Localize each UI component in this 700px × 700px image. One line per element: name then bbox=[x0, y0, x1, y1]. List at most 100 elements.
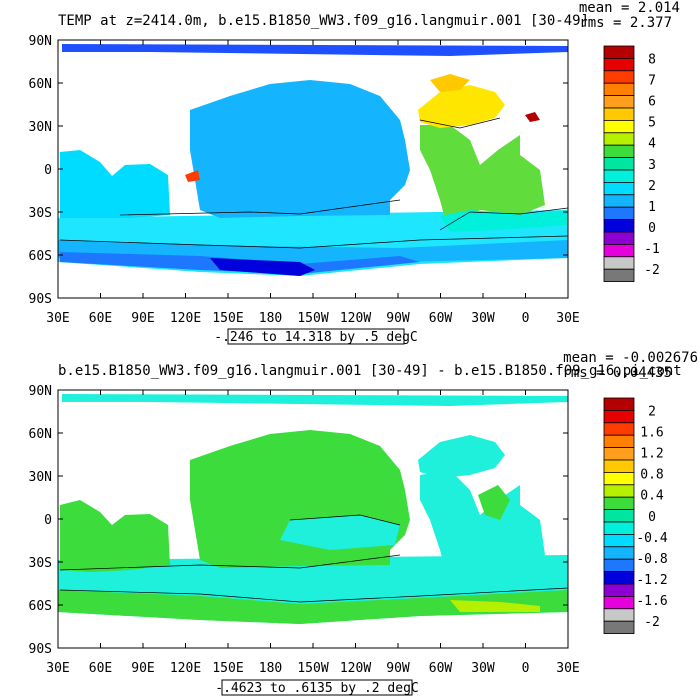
lat-tick-label: 60S bbox=[29, 249, 52, 264]
colorbar-swatch bbox=[603, 521, 635, 535]
colorbar-swatch bbox=[603, 422, 635, 436]
lon-tick-label: 30W bbox=[471, 311, 495, 326]
lon-tick-label: 30E bbox=[46, 311, 69, 326]
lon-tick-label: 120W bbox=[340, 661, 371, 676]
lon-tick-label: 90W bbox=[386, 311, 410, 326]
map-1-med-outflow bbox=[525, 112, 540, 122]
colorbar-swatch bbox=[603, 459, 635, 473]
lon-tick-label: 0 bbox=[522, 661, 530, 676]
colorbar-label: 4 bbox=[648, 137, 656, 152]
lon-tick-label: 60E bbox=[89, 661, 112, 676]
map-1-indian-ocean bbox=[60, 150, 170, 218]
colorbar-swatch bbox=[603, 509, 635, 523]
colorbar-swatch bbox=[603, 409, 635, 424]
lat-tick-label: 0 bbox=[44, 163, 52, 178]
panel-1-map bbox=[58, 40, 568, 298]
map-1-red-sea bbox=[185, 170, 200, 182]
colorbar-label: 0.4 bbox=[640, 489, 664, 504]
lon-tick-label: 150W bbox=[297, 661, 328, 676]
map-1-atlantic bbox=[420, 125, 545, 230]
lat-tick-label: 90N bbox=[29, 384, 52, 399]
colorbar-swatch bbox=[603, 169, 635, 183]
map-2-north-atlantic bbox=[418, 435, 505, 478]
panel-2-colorbar: 2 1.6 1.2 0.8 0.4 0 -0.4 -0.8 -1.2 -1.6 -2 bbox=[603, 397, 668, 635]
lat-tick-label: 30S bbox=[29, 206, 52, 221]
colorbar-label: 0 bbox=[648, 510, 656, 525]
lon-tick-label: 30E bbox=[556, 311, 579, 326]
colorbar-label: 0 bbox=[648, 221, 656, 236]
colorbar-swatch bbox=[603, 219, 635, 233]
lon-tick-label: 90E bbox=[131, 661, 154, 676]
lat-tick-label: 30N bbox=[29, 470, 52, 485]
colorbar-swatch bbox=[603, 546, 635, 560]
lat-tick-label: 0 bbox=[44, 513, 52, 528]
panel-2-title: b.e15.B1850_WW3.f09_g16.langmuir.001 [30… bbox=[58, 363, 682, 379]
colorbar-swatch bbox=[603, 107, 635, 121]
colorbar-swatch bbox=[603, 471, 635, 486]
colorbar-swatch bbox=[603, 496, 635, 511]
lon-tick-label: 0 bbox=[522, 311, 530, 326]
lon-tick-label: 90E bbox=[131, 311, 154, 326]
map-1-north-atlantic bbox=[418, 85, 505, 128]
colorbar-swatch bbox=[603, 397, 635, 411]
lat-tick-label: 90N bbox=[29, 34, 52, 49]
lat-tick-label: 90S bbox=[29, 642, 52, 657]
colorbar-label: 1.2 bbox=[640, 447, 663, 462]
panel-2-map bbox=[58, 390, 568, 648]
colorbar-swatch bbox=[603, 206, 635, 220]
panel-1-range-label: -.246 to 14.318 by .5 degC bbox=[214, 330, 418, 345]
map-2-contour-b bbox=[59, 587, 568, 603]
colorbar-swatch bbox=[603, 82, 635, 96]
lon-tick-label: 90W bbox=[386, 661, 410, 676]
colorbar-label: -1.6 bbox=[636, 594, 667, 609]
colorbar-label: -1.2 bbox=[636, 573, 667, 588]
colorbar-label: 8 bbox=[648, 52, 656, 67]
panel-1-mean: mean = 2.014 bbox=[579, 0, 680, 16]
map-1-contour-d bbox=[439, 207, 568, 231]
colorbar-swatch bbox=[603, 70, 635, 84]
lat-tick-label: 60N bbox=[29, 427, 52, 442]
colorbar-swatch bbox=[603, 144, 635, 158]
panel-2-lat-axis: 90N 60N 30N 0 30S 60S 90S bbox=[29, 384, 568, 657]
colorbar-label: 5 bbox=[648, 116, 656, 131]
panel-2-lon-axis: 30E 60E 90E 120E 150E 180 150W 120W 90W 60W 30W 0 30… bbox=[46, 390, 580, 676]
map-1-pacific-ocean bbox=[190, 80, 410, 218]
colorbar-label: -0.4 bbox=[636, 531, 667, 546]
colorbar-swatch bbox=[603, 157, 635, 171]
lat-tick-label: 30N bbox=[29, 120, 52, 135]
map-1-contour-a bbox=[119, 199, 401, 216]
map-2-south-yellowgreen bbox=[450, 600, 540, 612]
colorbar-label: 0.8 bbox=[640, 468, 663, 483]
colorbar-label: -2 bbox=[644, 263, 660, 278]
colorbar-swatch bbox=[603, 120, 635, 134]
lon-tick-label: 60W bbox=[429, 661, 453, 676]
lon-tick-label: 30W bbox=[471, 661, 495, 676]
map-2-contour-c bbox=[289, 514, 401, 526]
colorbar-label: 2 bbox=[648, 179, 656, 194]
lat-tick-label: 90S bbox=[29, 292, 52, 307]
lon-tick-label: 180 bbox=[259, 311, 282, 326]
lon-tick-label: 150W bbox=[297, 311, 328, 326]
colorbar-swatch bbox=[603, 95, 635, 109]
colorbar-swatch bbox=[603, 132, 635, 146]
panel-1-range-box bbox=[227, 328, 405, 345]
map-1-arctic bbox=[62, 44, 568, 56]
lon-tick-label: 120W bbox=[340, 311, 371, 326]
map-2-southern-green bbox=[58, 590, 568, 624]
colorbar-swatch bbox=[603, 268, 635, 283]
colorbar-label: -2 bbox=[644, 615, 660, 630]
colorbar-swatch bbox=[603, 608, 635, 622]
panel-1-title: TEMP at z=2414.0m, b.e15.B1850_WW3.f09_g… bbox=[58, 13, 589, 29]
panel-1-lon-axis: 30E 60E 90E 120E 150E 180 150W 120W 90W 60W 30W 0 30… bbox=[46, 40, 580, 326]
lon-tick-label: 150E bbox=[212, 311, 243, 326]
lon-tick-label: 150E bbox=[212, 661, 243, 676]
map-1-south-atlantic-band bbox=[440, 210, 568, 232]
colorbar-swatch bbox=[603, 571, 635, 585]
panel-2: b.e15.B1850_WW3.f09_g16.langmuir.001 [30… bbox=[29, 350, 698, 696]
colorbar-label: 2 bbox=[648, 404, 656, 419]
colorbar-label: 7 bbox=[648, 73, 656, 88]
map-2-atlantic bbox=[420, 470, 545, 580]
map-2-arctic bbox=[62, 394, 568, 406]
map-2-indian-ocean bbox=[60, 500, 170, 572]
